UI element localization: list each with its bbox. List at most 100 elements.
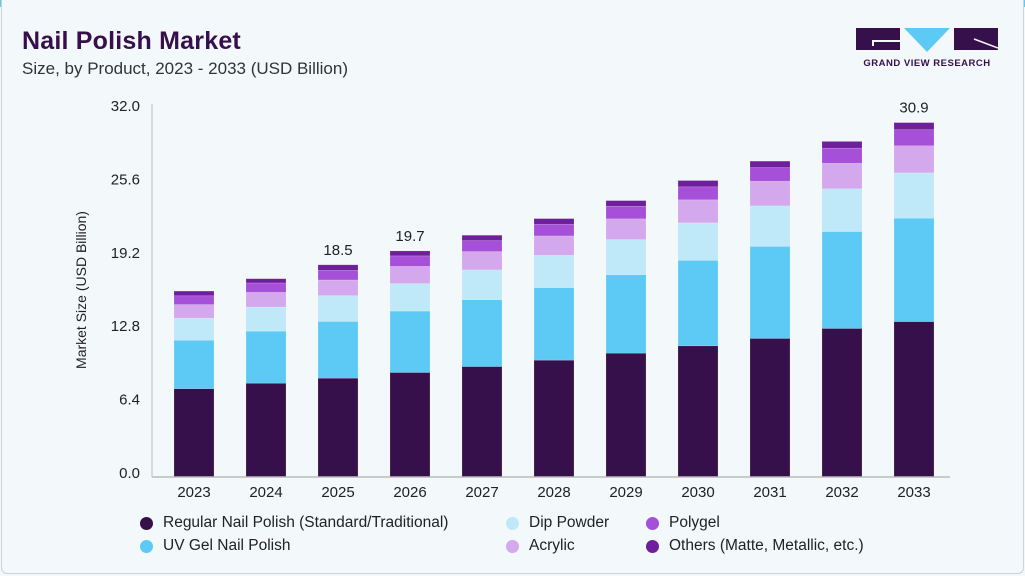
legend-item: Acrylic: [506, 537, 575, 555]
bar-segment-2031-4: [749, 167, 791, 182]
bar-segment-2024-5: [245, 278, 287, 284]
bar-segment-2033-1: [893, 217, 935, 322]
bar-segment-2031-5: [749, 160, 791, 168]
x-tick-label: 2027: [465, 484, 498, 501]
legend-item: Polygel: [646, 514, 720, 532]
bar-segment-2027-4: [461, 240, 503, 252]
bar-segment-2024-4: [245, 282, 287, 293]
bar-segment-2030-1: [677, 260, 719, 347]
bar-segment-2029-2: [605, 239, 647, 275]
legend-item: Others (Matte, Metallic, etc.): [646, 537, 864, 555]
y-tick-label: 32.0: [111, 98, 140, 115]
bar-segment-2024-3: [245, 292, 287, 308]
x-tick-label: 2025: [321, 484, 354, 501]
x-tick-label: 2030: [681, 484, 714, 501]
bar-segment-2027-1: [461, 299, 503, 367]
legend-item: Dip Powder: [506, 514, 609, 532]
bar-segment-2023-3: [173, 304, 215, 319]
bar-segment-2025-2: [317, 295, 359, 322]
bar-segment-2025-5: [317, 264, 359, 271]
legend-label: UV Gel Nail Polish: [163, 537, 291, 554]
bar-segment-2026-2: [389, 283, 431, 312]
bar-segment-2032-4: [821, 147, 863, 164]
y-tick-label: 6.4: [119, 392, 140, 409]
bar-segment-2026-1: [389, 310, 431, 373]
bar-segment-2028-5: [533, 218, 575, 225]
bar-segment-2033-4: [893, 129, 935, 147]
bar-segment-2029-4: [605, 205, 647, 220]
bar-segment-2027-5: [461, 234, 503, 241]
bar-segment-2025-4: [317, 270, 359, 281]
bar-segment-2026-5: [389, 250, 431, 257]
bar-segment-2029-0: [605, 352, 647, 478]
data-label: 18.5: [323, 242, 352, 259]
chart-subtitle: Size, by Product, 2023 - 2033 (USD Billi…: [22, 59, 348, 78]
bar-segment-2028-0: [533, 359, 575, 478]
bar-segment-2029-5: [605, 200, 647, 207]
x-tick-label: 2031: [753, 484, 786, 501]
x-tick-label: 2029: [609, 484, 642, 501]
bar-segment-2027-2: [461, 269, 503, 300]
y-axis: 0.0 6.4 12.8 19.2 25.6 32.0: [111, 98, 153, 482]
bar-segment-2033-2: [893, 172, 935, 219]
bar-segment-2029-3: [605, 218, 647, 240]
y-tick-label: 19.2: [111, 245, 140, 262]
bar-segment-2030-5: [677, 180, 719, 188]
legend-label: Polygel: [669, 514, 720, 531]
bar-segment-2023-5: [173, 290, 215, 297]
bar-segment-2028-3: [533, 235, 575, 256]
legend-swatch-icon: [646, 539, 659, 553]
bar-segment-2033-5: [893, 122, 935, 131]
x-tick-label: 2032: [825, 484, 858, 501]
bar-segment-2031-0: [749, 338, 791, 478]
legend-label: Acrylic: [529, 537, 575, 554]
bar-segment-2024-2: [245, 306, 287, 332]
legend-label: Dip Powder: [529, 514, 610, 531]
chart-title: Nail Polish Market: [22, 27, 241, 55]
legend-item: Regular Nail Polish (Standard/Traditiona…: [140, 514, 448, 532]
bar-segment-2031-2: [749, 205, 791, 247]
bar-segment-2026-4: [389, 255, 431, 267]
bar-segment-2030-0: [677, 345, 719, 478]
bar-segment-2032-0: [821, 328, 863, 478]
bar-segment-2025-0: [317, 377, 359, 478]
bar-segment-2023-1: [173, 339, 215, 389]
bar-segment-2027-3: [461, 251, 503, 271]
x-tick-label: 2033: [897, 484, 930, 501]
legend-swatch-icon: [140, 539, 153, 553]
bar-segment-2030-4: [677, 186, 719, 201]
bar-segment-2025-1: [317, 321, 359, 379]
bar-segment-2023-2: [173, 317, 215, 341]
legend-swatch-icon: [646, 516, 659, 530]
legend-label: Others (Matte, Metallic, etc.): [669, 537, 864, 554]
bar-segment-2028-2: [533, 255, 575, 288]
y-tick-label: 12.8: [111, 318, 140, 335]
bar-segment-2030-3: [677, 199, 719, 224]
x-tick-label: 2028: [537, 484, 570, 501]
bar-segment-2032-2: [821, 188, 863, 232]
legend-swatch-icon: [140, 516, 153, 530]
bar-segment-2032-3: [821, 162, 863, 190]
logo-mark-icon: [856, 28, 999, 52]
bar-segment-2033-3: [893, 145, 935, 174]
bar-segment-2025-3: [317, 279, 359, 296]
bar-segment-2024-1: [245, 330, 287, 384]
legend-swatch-icon: [506, 539, 519, 553]
bar-segment-2031-1: [749, 246, 791, 339]
bar-segment-2023-4: [173, 295, 215, 305]
bar-segment-2026-3: [389, 266, 431, 284]
legend-item: UV Gel Nail Polish: [140, 537, 291, 555]
logo-text: GRAND VIEW RESEARCH: [863, 58, 991, 69]
x-tick-label: 2024: [249, 484, 282, 501]
y-axis-label: Market Size (USD Billion): [73, 211, 89, 369]
bar-segment-2032-1: [821, 231, 863, 329]
bar-segment-2030-2: [677, 222, 719, 261]
bar-segment-2029-1: [605, 274, 647, 354]
x-tick-label: 2026: [393, 484, 426, 501]
x-tick-label: 2023: [177, 484, 210, 501]
bar-segment-2026-0: [389, 372, 431, 478]
bar-segment-2028-1: [533, 287, 575, 361]
bar-segment-2023-0: [173, 388, 215, 478]
legend-label: Regular Nail Polish (Standard/Traditiona…: [163, 514, 449, 531]
